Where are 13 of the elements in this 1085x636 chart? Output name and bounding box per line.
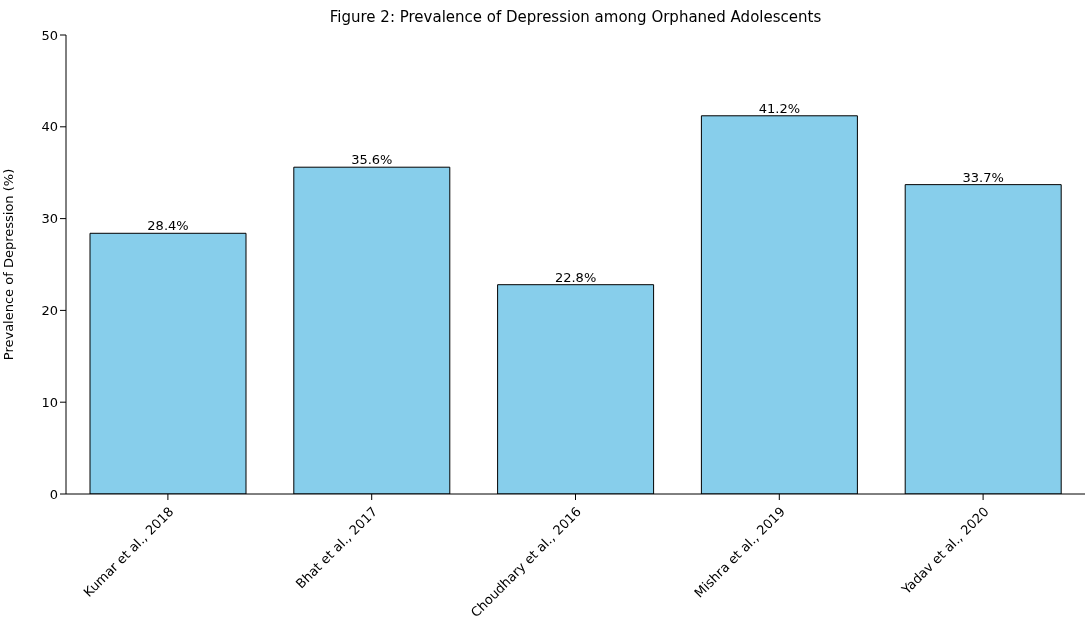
y-tick-label: 50	[41, 27, 58, 43]
y-tick-label: 40	[41, 119, 58, 135]
chart-title: Figure 2: Prevalence of Depression among Orphaned Adolescents	[328, 8, 823, 26]
y-axis-title: Prevalence of Depression (%)	[0, 168, 16, 361]
y-tick-label: 30	[41, 211, 58, 227]
data-label: 28.4%	[147, 218, 189, 234]
y-tick-label: 20	[41, 303, 58, 319]
data-label: 41.2%	[758, 100, 801, 116]
y-tick-label: 10	[41, 394, 58, 410]
data-label: 33.7%	[962, 169, 1004, 185]
data-label: 35.6%	[351, 152, 393, 168]
data-label: 22.8%	[554, 269, 597, 285]
y-tick-label: 0	[49, 486, 58, 502]
